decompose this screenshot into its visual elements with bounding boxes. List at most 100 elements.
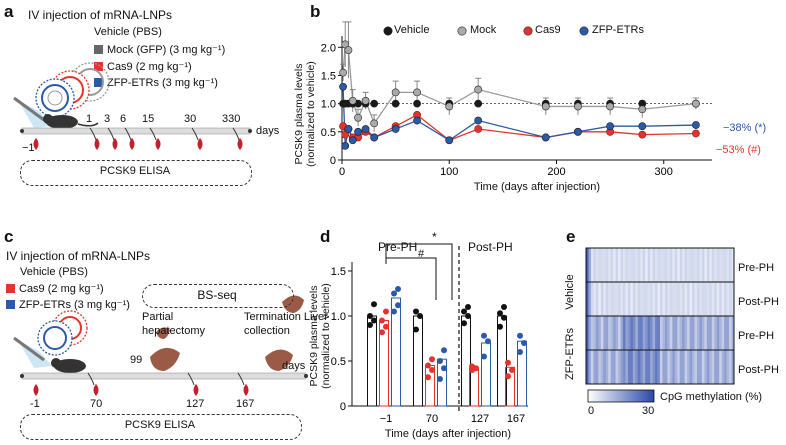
- heatmap-cell: [716, 248, 720, 282]
- heatmap-cell: [615, 282, 619, 316]
- heatmap-cell: [590, 316, 594, 350]
- bsseq-box: [142, 284, 294, 308]
- heatmap-cell: [603, 350, 607, 384]
- panel-d-label: d: [320, 227, 331, 246]
- heatmap-cell: [662, 282, 666, 316]
- point-mock: [339, 68, 347, 77]
- tp-c-3: 127: [186, 398, 205, 410]
- lnp-icon: [35, 62, 110, 118]
- liver-icons: [150, 295, 304, 371]
- panel-e-label: e: [566, 227, 576, 246]
- panel-b-label: b: [310, 2, 321, 21]
- dot-zfp-etrs: [391, 290, 397, 297]
- point-zfp-etrs: [692, 121, 700, 129]
- heatmap-cell: [677, 282, 681, 316]
- heatmap-cell: [650, 350, 653, 384]
- xtick-label-d: 167: [507, 413, 525, 425]
- heatmap-cell: [674, 316, 678, 350]
- heatmap-cell: [669, 248, 673, 282]
- heatmap-cell: [627, 248, 631, 282]
- dot-zfp-etrs: [521, 340, 527, 346]
- heatmap-cell: [726, 282, 730, 316]
- heatmap-cell: [608, 316, 611, 350]
- legend-cas9: Cas9 (2 mg kg⁻¹): [94, 60, 192, 73]
- heatmap-cell: [704, 350, 708, 384]
- dot-cas9: [505, 359, 511, 366]
- heatmap-cell: [677, 316, 681, 350]
- heatmap-cell: [605, 316, 609, 350]
- heatmap-cell: [706, 350, 710, 384]
- point-zfp-etrs: [348, 136, 357, 145]
- heatmap-cell: [637, 350, 641, 384]
- point-mock: [354, 113, 362, 122]
- xtick-label-d: 127: [471, 413, 489, 425]
- blood-drops-a: [33, 138, 243, 150]
- heatmap-cell: [635, 282, 639, 316]
- heatmap-cell: [627, 350, 631, 384]
- dot-vehicle: [461, 308, 467, 315]
- dot-vehicle: [371, 301, 377, 308]
- legend-vehicle: Vehicle (PBS): [94, 26, 162, 38]
- tp-a-30: 30: [184, 113, 197, 125]
- heatmap-cell: [724, 350, 727, 384]
- heatmap-cell: [674, 350, 678, 384]
- heatmap-cell: [657, 282, 661, 316]
- point-zfp-etrs: [606, 122, 615, 131]
- heatmap-cell: [610, 248, 614, 282]
- heatmap-cell: [615, 350, 619, 384]
- heatmap-cell: [689, 350, 693, 384]
- heatmap-cell: [669, 282, 673, 316]
- tp-a-3: 3: [104, 113, 111, 125]
- heatmap-cell: [699, 316, 703, 350]
- dot-cas9: [425, 374, 431, 381]
- bar-cas9: [505, 366, 515, 407]
- heatmap-cell: [655, 316, 658, 350]
- dot-vehicle: [367, 322, 373, 328]
- heatmap-cell: [613, 282, 616, 316]
- heatmap-cell: [729, 350, 732, 384]
- tp-c-2: 70: [90, 398, 103, 410]
- point-cas9: [638, 130, 647, 139]
- heatmap-cell: [650, 282, 653, 316]
- heatmap-cell: [714, 248, 718, 282]
- heatmap-cell: [682, 316, 685, 350]
- heatmap-cell: [608, 248, 611, 282]
- heatmap-cell: [677, 350, 681, 384]
- elisa-label-a: PCSK9 ELISA: [99, 165, 171, 177]
- dot-zfp-etrs: [517, 349, 523, 355]
- legend-mock: Mock (GFP) (3 mg kg⁻¹): [94, 43, 225, 56]
- heatmap-cell: [687, 316, 690, 350]
- point-zfp-etrs: [391, 125, 400, 133]
- heatmap-cell: [667, 282, 671, 316]
- heatmap-cell: [595, 316, 599, 350]
- mock-swatch: [94, 45, 103, 54]
- heatmap-cell: [608, 350, 611, 384]
- heatmap-cell: [630, 350, 634, 384]
- sig-hash: #: [418, 248, 425, 260]
- heatmap-cell: [610, 282, 614, 316]
- heatmap-cell: [595, 248, 599, 282]
- heatmap-cell: [729, 248, 732, 282]
- heatmap-cell: [687, 248, 690, 282]
- group-zfp: ZFP-ETRs: [564, 328, 576, 380]
- heatmap-cell: [660, 350, 663, 384]
- point-zfp-etrs: [370, 133, 379, 142]
- dot-vehicle: [497, 310, 503, 317]
- row-label-1: Pre-PH: [738, 262, 775, 274]
- dot-zfp-etrs: [441, 365, 447, 372]
- xtick-label-b: 200: [547, 166, 565, 178]
- days-c: days: [282, 360, 306, 372]
- heatmap-cell: [657, 350, 661, 384]
- legend-c-zfp: ZFP-ETRs (3 mg kg⁻¹): [6, 298, 130, 311]
- dot-cas9: [379, 317, 385, 324]
- dot-cas9: [425, 362, 431, 369]
- tp-c-4: 167: [236, 398, 255, 410]
- heatmap-cell: [620, 316, 624, 350]
- heatmap-cell: [625, 350, 629, 384]
- panel-c-label: c: [4, 227, 14, 246]
- ytick-label-b: 1.5: [321, 70, 336, 82]
- point-vehicle: [370, 99, 379, 108]
- heatmap-cell: [620, 248, 624, 282]
- heatmap-cell: [637, 316, 641, 350]
- legend-marker-zfp-etrs: [579, 26, 589, 36]
